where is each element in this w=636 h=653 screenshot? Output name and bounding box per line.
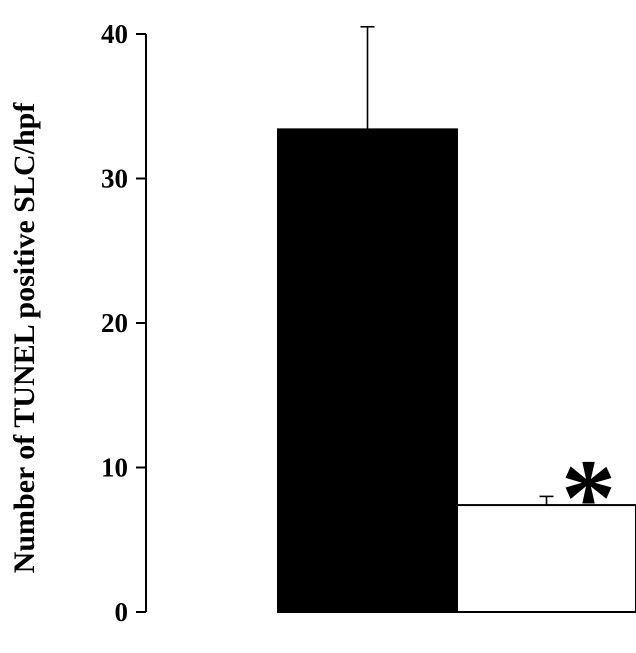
error-bars bbox=[360, 25, 554, 506]
y-tick-label: 0 bbox=[115, 597, 129, 627]
y-tick-label: 30 bbox=[101, 164, 128, 194]
y-tick-label: 10 bbox=[101, 453, 128, 483]
y-axis-ticks: 0 10 20 30 40 bbox=[101, 19, 146, 627]
y-tick-label: 40 bbox=[101, 19, 128, 49]
significance-asterisk: * bbox=[561, 436, 616, 558]
bar-1 bbox=[277, 128, 458, 613]
y-axis-label: Number of TUNEL positive SLC/hpf bbox=[8, 102, 41, 574]
annotations: * bbox=[561, 436, 616, 558]
y-tick-label: 20 bbox=[101, 308, 128, 338]
